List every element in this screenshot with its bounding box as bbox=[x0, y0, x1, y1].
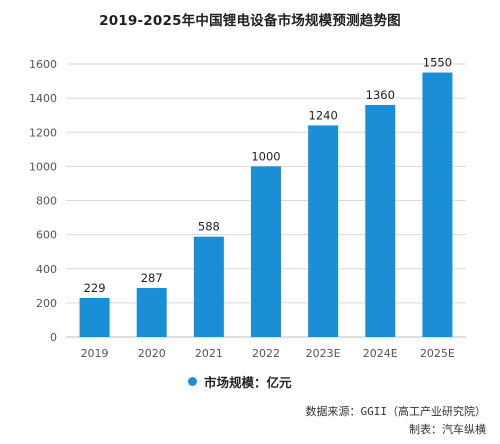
y-axis-ticks: 0 200 400 600 800 1000 1200 1400 1600 bbox=[29, 58, 57, 344]
x-axis-ticks: 2019 2020 2021 2022 2023E 2024E 2025E bbox=[81, 347, 455, 360]
maker-note: 制表：汽车纵横 bbox=[409, 423, 486, 436]
y-tick-label: 600 bbox=[36, 229, 57, 242]
data-label-2021: 588 bbox=[198, 220, 220, 234]
legend-label: 市场规模：亿元 bbox=[204, 374, 292, 390]
x-tick-label: 2021 bbox=[195, 347, 223, 360]
y-tick-label: 0 bbox=[50, 331, 57, 344]
x-tick-label: 2022 bbox=[252, 347, 280, 360]
y-tick-label: 1400 bbox=[29, 92, 57, 105]
x-tick-label: 2024E bbox=[363, 347, 398, 360]
y-tick-label: 400 bbox=[36, 263, 57, 276]
legend-marker bbox=[188, 376, 197, 386]
y-tick-label: 1600 bbox=[29, 58, 57, 71]
y-tick-label: 800 bbox=[36, 195, 57, 208]
x-tick-label: 2020 bbox=[138, 347, 166, 360]
x-tick-label: 2023E bbox=[306, 347, 341, 360]
legend: 市场规模：亿元 bbox=[188, 372, 292, 390]
data-labels: 229 287 588 1000 1240 1360 1550 bbox=[84, 56, 452, 295]
x-tick-label: 2025E bbox=[420, 347, 455, 360]
chart-title: 2019-2025年中国锂电设备市场规模预测趋势图 bbox=[99, 13, 401, 29]
data-source-note: 数据来源：GGII（高工产业研究院） bbox=[305, 405, 487, 418]
data-label-2019: 229 bbox=[84, 281, 106, 295]
bar-2025E bbox=[422, 72, 453, 337]
y-tick-label: 200 bbox=[36, 297, 57, 310]
data-label-2024E: 1360 bbox=[366, 88, 395, 102]
data-label-2023E: 1240 bbox=[309, 108, 338, 122]
bar-2019 bbox=[79, 297, 110, 337]
data-label-2022: 1000 bbox=[251, 149, 280, 163]
bar-2020 bbox=[136, 288, 167, 337]
data-label-2025E: 1550 bbox=[423, 56, 452, 70]
bar-2021 bbox=[193, 236, 224, 337]
y-tick-label: 1000 bbox=[29, 160, 57, 173]
y-tick-label: 1200 bbox=[29, 126, 57, 139]
data-label-2020: 287 bbox=[141, 271, 163, 285]
bar-2023E bbox=[308, 125, 339, 337]
x-tick-label: 2019 bbox=[81, 347, 109, 360]
bar-2022 bbox=[251, 166, 281, 337]
bar-2024E bbox=[365, 104, 396, 337]
bars bbox=[79, 72, 453, 337]
